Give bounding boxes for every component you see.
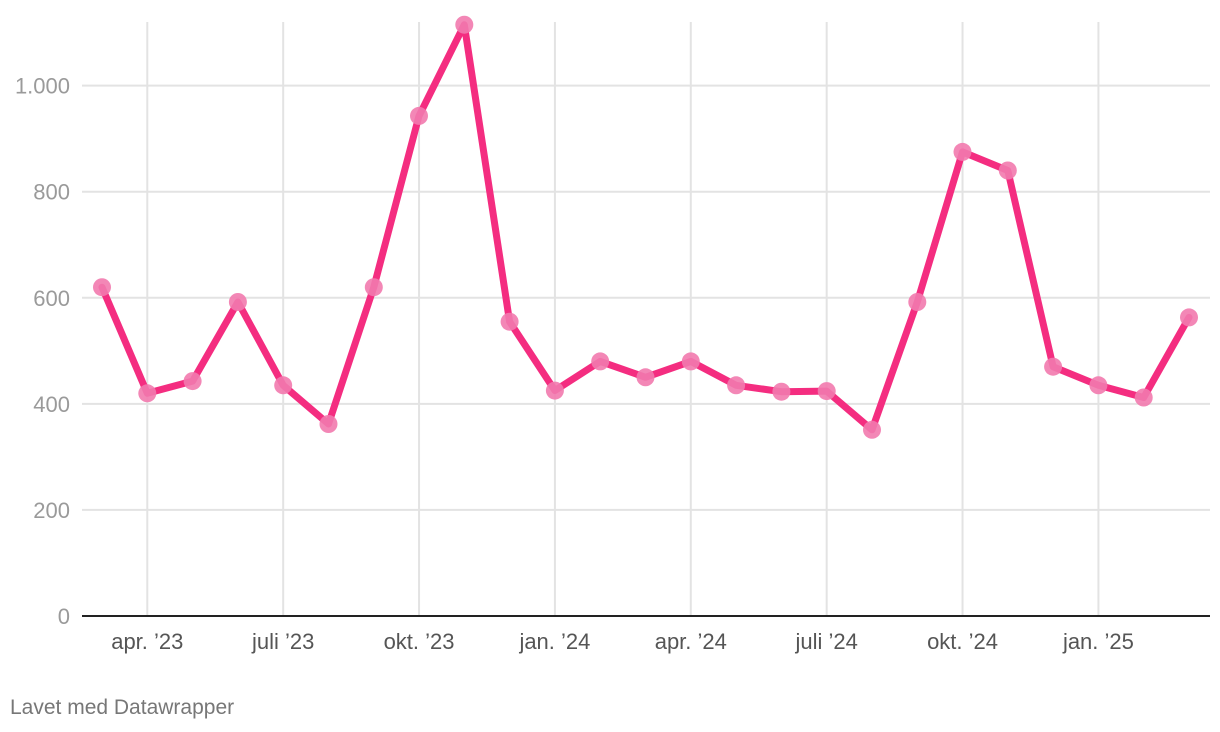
x-tick-label: apr. ’24 bbox=[655, 629, 727, 654]
y-axis-tick-labels: 0 200 400 600 800 1.000 bbox=[15, 74, 70, 629]
data-point bbox=[228, 293, 247, 311]
y-tick-label: 0 bbox=[58, 604, 70, 629]
data-point bbox=[138, 384, 157, 403]
vertical-gridlines bbox=[146, 22, 1100, 616]
data-point bbox=[817, 382, 836, 401]
data-point bbox=[1134, 388, 1153, 407]
y-tick-label: 600 bbox=[33, 286, 70, 311]
x-tick-label: okt. ’24 bbox=[927, 629, 998, 654]
x-tick-label: okt. ’23 bbox=[384, 629, 455, 654]
data-point bbox=[274, 376, 293, 395]
x-tick-label: juli ’23 bbox=[251, 629, 314, 654]
data-point bbox=[545, 381, 564, 400]
horizontal-gridlines bbox=[82, 84, 1210, 511]
data-point bbox=[1089, 376, 1108, 395]
data-point bbox=[863, 420, 881, 439]
data-point bbox=[1180, 308, 1198, 327]
data-point bbox=[455, 15, 474, 34]
data-point bbox=[998, 161, 1017, 180]
data-point bbox=[908, 293, 927, 311]
data-point bbox=[636, 368, 655, 387]
y-tick-label: 400 bbox=[33, 392, 70, 417]
credit-text: Lavet med Datawrapper bbox=[10, 696, 235, 719]
y-tick-label: 1.000 bbox=[15, 74, 70, 99]
data-point bbox=[93, 278, 111, 297]
x-tick-label: jan. ’24 bbox=[518, 629, 590, 654]
data-point bbox=[183, 372, 202, 391]
y-tick-label: 800 bbox=[33, 180, 70, 205]
data-point bbox=[364, 278, 383, 297]
data-point bbox=[681, 352, 700, 371]
data-point bbox=[772, 382, 791, 401]
series-group bbox=[93, 15, 1198, 439]
data-point bbox=[500, 312, 519, 331]
data-point bbox=[319, 415, 338, 433]
data-point bbox=[1044, 357, 1063, 376]
x-tick-label: apr. ’23 bbox=[111, 629, 183, 654]
x-tick-label: jan. ’25 bbox=[1062, 629, 1134, 654]
data-point bbox=[727, 376, 746, 395]
y-tick-label: 200 bbox=[33, 498, 70, 523]
data-point bbox=[591, 352, 610, 371]
data-point bbox=[953, 142, 972, 161]
data-point bbox=[410, 106, 428, 125]
x-axis-tick-labels: apr. ’23 juli ’23 okt. ’23 jan. ’24 apr. ’24… bbox=[111, 629, 1134, 654]
x-tick-label: juli ’24 bbox=[794, 629, 857, 654]
